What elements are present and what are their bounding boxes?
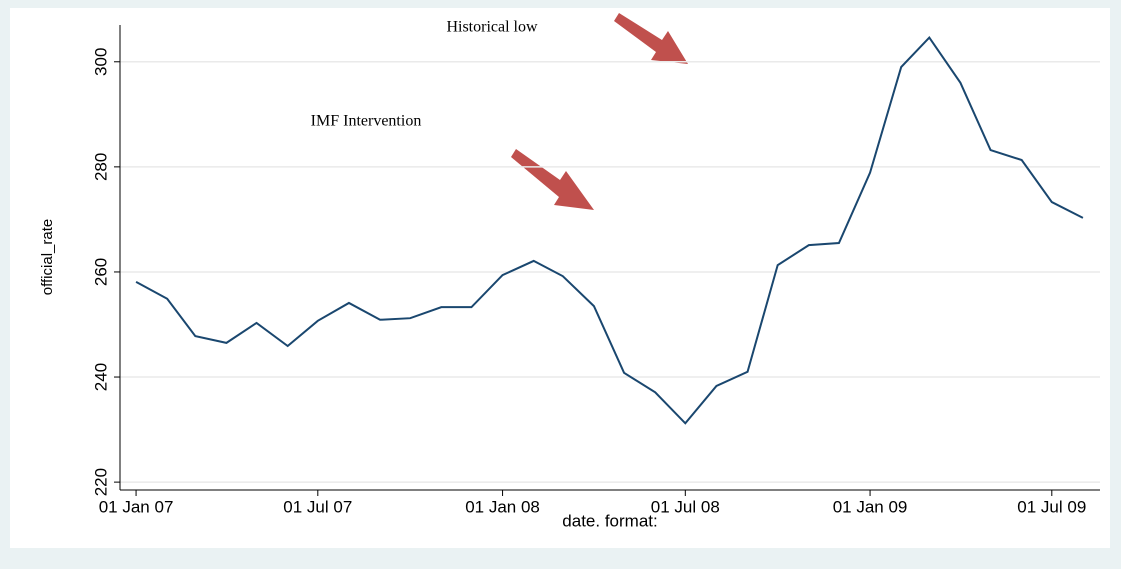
y-axis-label: official_rate xyxy=(39,219,56,295)
annotation: Historical low xyxy=(446,19,538,36)
y-tick-label: 220 xyxy=(91,468,110,496)
y-tick-label: 240 xyxy=(91,363,110,391)
data-line xyxy=(135,36,1084,425)
arrow xyxy=(614,13,688,64)
annotation: IMF Intervention xyxy=(311,113,422,130)
y-tick-label: 260 xyxy=(91,258,110,286)
x-tick-label: 01 Jan 09 xyxy=(833,497,908,516)
x-axis-label: date. format: xyxy=(562,511,657,530)
x-tick-label: 01 Jul 07 xyxy=(283,497,352,516)
x-tick-label: 01 Jan 07 xyxy=(99,497,174,516)
x-tick-label: 01 Jul 09 xyxy=(1017,497,1086,516)
y-tick-label: 300 xyxy=(91,48,110,76)
arrow xyxy=(511,149,594,210)
y-tick-label: 280 xyxy=(91,153,110,181)
x-tick-label: 01 Jan 08 xyxy=(465,497,540,516)
x-tick-label: 01 Jul 08 xyxy=(651,497,720,516)
plot-region xyxy=(10,8,1110,548)
